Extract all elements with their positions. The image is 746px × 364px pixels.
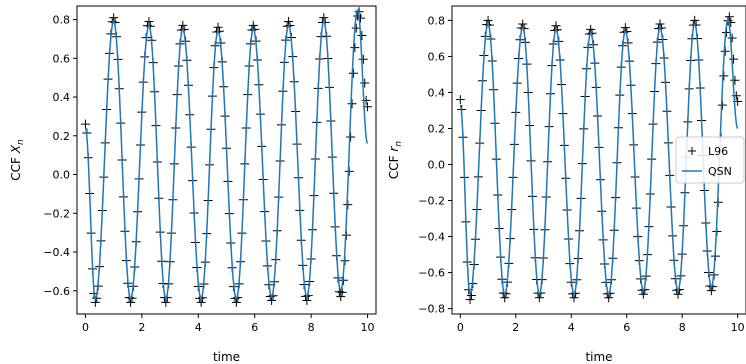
y-axis-label: CCF rn <box>387 141 404 179</box>
data-point <box>724 12 734 22</box>
x-tick-label: 0 <box>457 321 464 334</box>
y-tick-label: −0.4 <box>43 246 70 259</box>
data-point <box>729 54 739 64</box>
data-point <box>319 13 329 23</box>
y-tick-label: −0.6 <box>418 267 445 280</box>
y-tick-label: −0.2 <box>418 195 445 208</box>
data-point <box>348 68 358 78</box>
data-point <box>727 33 737 43</box>
data-point <box>534 293 544 303</box>
data-point <box>350 43 360 53</box>
y-tick-label: 0.8 <box>428 14 446 27</box>
data-point <box>346 132 356 142</box>
legend-swatch-l96 <box>688 147 696 155</box>
x-tick-label: 2 <box>138 321 145 334</box>
y-tick-label: 0.6 <box>53 52 71 65</box>
y-tick-label: 0.6 <box>428 50 446 63</box>
chart-panel-ccf-x: 0 2 4 6 8 10 −0.6 −0.4 −0.2 0.0 0.2 0.4 0.6 0.8 time CC… <box>9 5 377 364</box>
data-point <box>302 295 312 305</box>
y-tick-label: 0.0 <box>428 159 446 172</box>
data-point <box>161 297 171 307</box>
y-tick-label: −0.6 <box>43 285 70 298</box>
y-tick-label: 0.4 <box>428 86 446 99</box>
axes-frame <box>76 5 377 315</box>
x-tick-label: 2 <box>512 321 519 334</box>
x-tick-label: 6 <box>623 321 630 334</box>
y-tick-label: −0.4 <box>418 231 445 244</box>
x-tick-label: 8 <box>308 321 315 334</box>
x-tick-label: 8 <box>679 321 686 334</box>
x-axis-label: time <box>585 350 612 364</box>
series-line-qsn <box>84 9 369 300</box>
y-tick-label: 0.4 <box>53 91 71 104</box>
data-point <box>80 119 90 129</box>
legend-label-qsn: QSN <box>708 165 732 178</box>
x-axis-label: time <box>213 350 240 364</box>
data-point <box>731 91 741 101</box>
legend: L96 QSN <box>675 136 745 184</box>
data-point <box>465 295 475 305</box>
data-point <box>551 21 561 31</box>
x-tick-label: 10 <box>731 321 745 334</box>
data-point <box>360 78 370 88</box>
legend-label-l96: L96 <box>708 145 728 158</box>
data-point <box>144 17 154 26</box>
x-tick-label: 4 <box>195 321 202 334</box>
data-point <box>604 293 614 303</box>
x-tick-label: 6 <box>251 321 258 334</box>
data-point <box>351 23 361 33</box>
data-point <box>336 292 346 302</box>
data-point <box>673 289 683 299</box>
x-tick-label: 4 <box>568 321 575 334</box>
y-tick-label: 0.0 <box>53 169 71 182</box>
data-point <box>455 95 465 105</box>
series-line-qsn <box>459 19 739 296</box>
data-point <box>358 54 368 64</box>
y-tick-label: 0.2 <box>428 122 446 135</box>
y-tick-label: 0.2 <box>53 130 71 143</box>
data-point <box>690 15 700 25</box>
data-point <box>231 297 241 307</box>
data-point <box>178 20 188 30</box>
data-point <box>90 297 100 307</box>
data-point <box>518 19 528 29</box>
data-point <box>620 23 630 33</box>
y-tick-label: 0.8 <box>53 14 71 27</box>
y-axis-label: CCF Xn <box>9 139 26 181</box>
data-point <box>248 20 258 30</box>
data-point <box>355 13 365 23</box>
axes-frame <box>451 5 746 315</box>
data-point <box>357 31 367 41</box>
data-point <box>706 286 716 296</box>
y-tick-label: −0.2 <box>43 207 70 220</box>
x-tick-label: 0 <box>82 321 89 334</box>
x-tick-label: 10 <box>361 321 375 334</box>
data-point <box>730 75 740 85</box>
chart-panel-ccf-r: 0 2 4 6 8 10 −0.8 −0.6 −0.4 −0.2 0.0 0.2 0.4 0.6 0.8 ti… <box>387 5 746 364</box>
y-tick-label: −0.8 <box>418 303 445 316</box>
data-point <box>347 99 357 109</box>
